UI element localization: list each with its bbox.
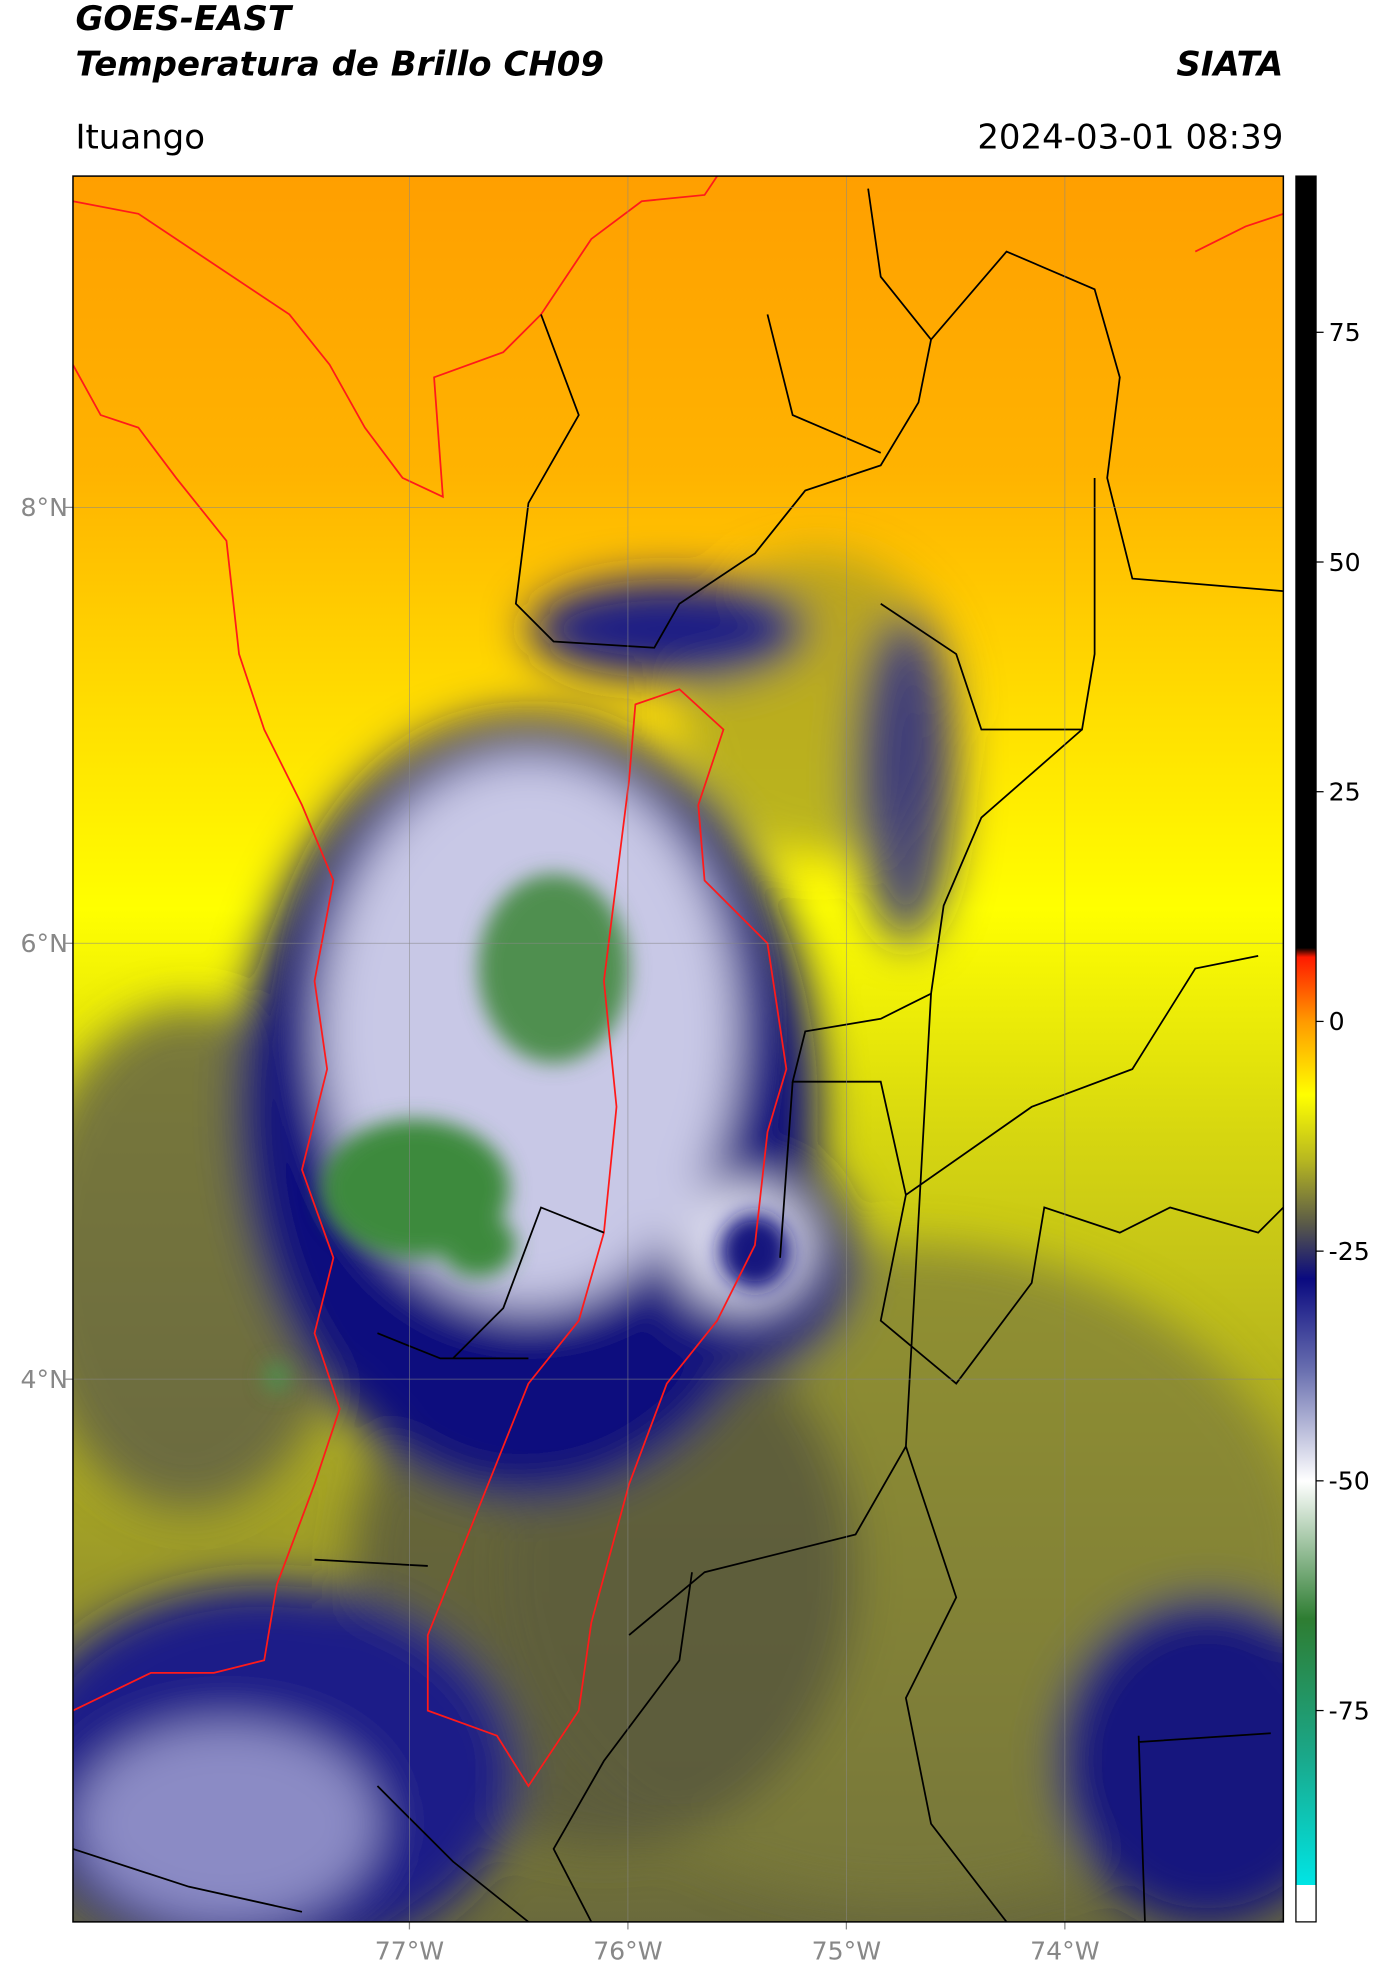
x-tick-label: 75°W — [812, 1937, 882, 1966]
borders — [72, 176, 1284, 1922]
map-frame — [72, 175, 1285, 1923]
datetime: 2024-03-01 08:39 — [977, 117, 1283, 157]
source: SIATA — [1176, 44, 1283, 84]
graticule — [65, 176, 1284, 1930]
region: Ituango — [75, 117, 205, 157]
colorbar — [1295, 175, 1317, 1923]
colorbar-tick-label: -25 — [1329, 1237, 1370, 1266]
satellite-image — [72, 176, 1284, 1922]
x-tick-label: 74°W — [1030, 1937, 1100, 1966]
colorbar-tick-label: -75 — [1329, 1696, 1370, 1725]
colorbar-tick-label: 75 — [1329, 318, 1361, 347]
subtitle: Temperatura de Brillo CH09 — [75, 44, 604, 84]
colorbar-tick-label: 0 — [1329, 1007, 1345, 1036]
x-tick-label: 76°W — [593, 1937, 663, 1966]
y-tick-label: 6°N — [21, 929, 68, 958]
y-tick-label: 8°N — [21, 493, 68, 522]
colorbar-tick-label: -50 — [1329, 1467, 1370, 1496]
x-tick-label: 77°W — [375, 1937, 445, 1966]
title: GOES-EAST — [75, 0, 293, 39]
colorbar-tick-label: 25 — [1329, 778, 1361, 807]
y-tick-label: 4°N — [21, 1365, 68, 1394]
colorbar-tick-label: 50 — [1329, 548, 1361, 577]
